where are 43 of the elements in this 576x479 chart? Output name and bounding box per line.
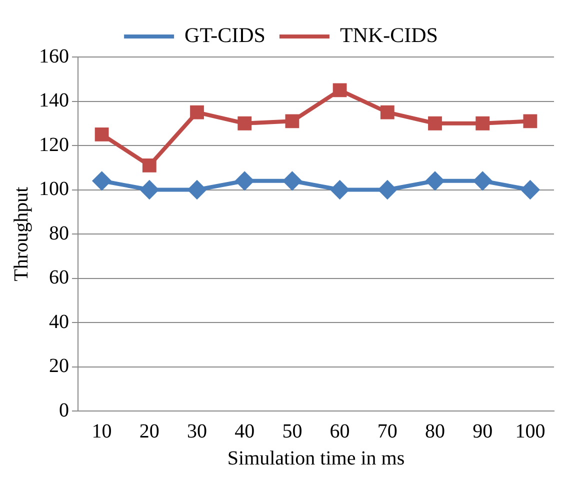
point (521, 180, 540, 199)
point (380, 105, 394, 120)
x-tick-label: 70 (377, 420, 398, 442)
point (285, 114, 300, 128)
x-tick-label: 20 (139, 420, 160, 442)
x-tick-label: 50 (282, 420, 302, 442)
legend-label: GT-CIDS (184, 23, 266, 48)
point (92, 172, 111, 190)
y-tick-label: 160 (39, 45, 69, 68)
y-tick-label: 60 (49, 266, 69, 288)
point (378, 180, 396, 199)
x-tick-label: 80 (425, 420, 445, 442)
y-tick-label: 120 (39, 134, 69, 156)
point (332, 83, 347, 98)
point (476, 116, 490, 130)
point (94, 127, 109, 142)
point (142, 158, 156, 172)
point (330, 180, 349, 199)
y-axis-title: Throughput (10, 186, 32, 282)
y-tick-label: 100 (39, 178, 69, 200)
x-tick-label: 40 (234, 420, 255, 442)
point (523, 114, 538, 128)
y-tick-label: 0 (59, 399, 69, 422)
point (236, 172, 254, 190)
y-tick-label: 80 (49, 222, 69, 244)
point (140, 180, 158, 199)
point (283, 172, 302, 190)
y-tick-label: 140 (39, 90, 69, 112)
point (190, 105, 204, 120)
x-axis-title: Simulation time in ms (227, 447, 405, 470)
x-tick-label: 90 (472, 420, 493, 442)
y-tick-label: 40 (49, 310, 69, 333)
point (428, 116, 442, 130)
x-tick-label: 100 (515, 420, 546, 442)
x-tick-label: 60 (330, 420, 350, 442)
point (474, 172, 492, 190)
legend-label: TNK-CIDS (340, 23, 438, 48)
point (188, 180, 206, 199)
y-tick-label: 20 (49, 355, 69, 377)
x-tick-label: 30 (187, 420, 207, 442)
point (426, 172, 444, 190)
point (238, 116, 252, 130)
x-tick-label: 10 (92, 420, 112, 442)
